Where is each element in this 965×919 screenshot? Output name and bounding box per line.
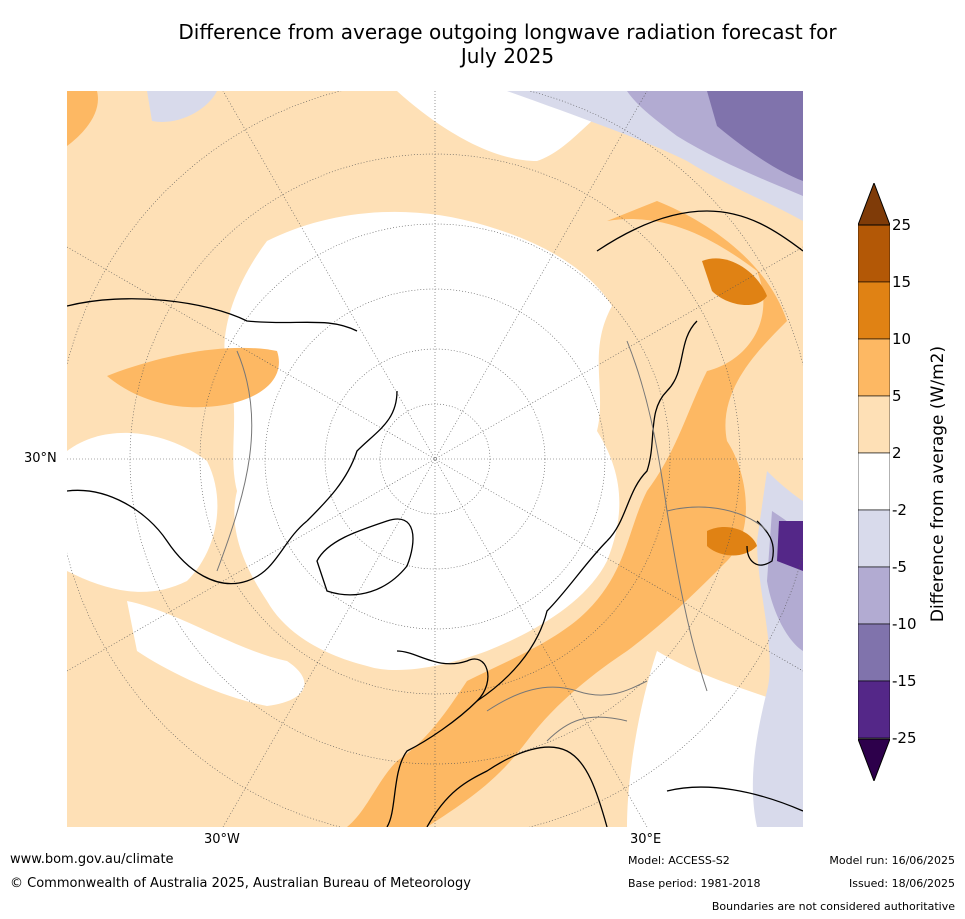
lat-label-30n: 30°N [24, 451, 57, 466]
map-svg [67, 91, 803, 827]
colorbar-tick-label: 5 [892, 387, 902, 405]
graticule [67, 91, 803, 827]
colorbar-band [857, 224, 891, 283]
title-line-2: July 2025 [460, 44, 555, 68]
anomaly-white-northamerica [67, 432, 218, 592]
anomaly-pos-10-to-15-china [707, 526, 757, 556]
colorbar-tick-label: -2 [892, 501, 907, 519]
anomaly-pos-5-to-10-eurasia [347, 201, 787, 827]
anomaly-pos-5-to-10-canada [107, 347, 279, 408]
colorbar-title: Difference from average (W/m2) [928, 345, 948, 623]
colorbar-band [857, 680, 891, 739]
colorbar-band [857, 509, 891, 568]
polar-map [67, 91, 803, 827]
anomaly-neg-2-to-5-nw [147, 91, 217, 122]
footer-disclaimer: Boundaries are not considered authoritat… [711, 900, 955, 913]
colorbar-tick-label: 2 [892, 444, 902, 462]
footer-model: Model: ACCESS-S2 [628, 854, 730, 867]
colorbar-band [857, 623, 891, 682]
anomaly-white-atlantic [127, 601, 305, 706]
colorbar-band [857, 452, 891, 511]
colorbar-band [857, 281, 891, 340]
anomaly-neg-15-to-25 [777, 521, 803, 571]
footer-base-period: Base period: 1981-2018 [628, 877, 761, 890]
colorbar-tick-label: -10 [892, 615, 917, 633]
anomaly-white-region [224, 211, 620, 671]
anomaly-pos-5-to-10-pacific [67, 91, 98, 146]
colorbar-svg [857, 181, 891, 783]
colorbar-tick-label: -25 [892, 729, 917, 747]
colorbar-tick-label: 15 [892, 273, 912, 291]
coastlines [67, 210, 803, 827]
colorbar-top-arrow [857, 181, 891, 226]
anomaly-neg-10-to-15 [707, 91, 803, 181]
footer-issued: Issued: 18/06/2025 [848, 877, 955, 890]
anomaly-pos-10-to-15-russia [702, 258, 767, 306]
colorbar-bottom-arrow [857, 738, 891, 783]
title-line-1: Difference from average outgoing longwav… [178, 20, 837, 44]
colorbar-tick-label: -15 [892, 672, 917, 690]
colorbar [857, 181, 891, 783]
footer-model-run: Model run: 16/06/2025 [829, 854, 955, 867]
colorbar-tick-label: 25 [892, 216, 912, 234]
footer-website[interactable]: www.bom.gov.au/climate [10, 852, 174, 867]
country-borders [216, 340, 768, 742]
map-title: Difference from average outgoing longwav… [150, 20, 865, 68]
colorbar-band [857, 395, 891, 454]
colorbar-tick-label: -5 [892, 558, 907, 576]
colorbar-band [857, 338, 891, 397]
colorbar-band [857, 566, 891, 625]
lon-label-30e: 30°E [630, 832, 662, 847]
footer-copyright: © Commonwealth of Australia 2025, Austra… [10, 876, 471, 891]
colorbar-tick-label: 10 [892, 330, 912, 348]
lon-label-30w: 30°W [204, 832, 240, 847]
